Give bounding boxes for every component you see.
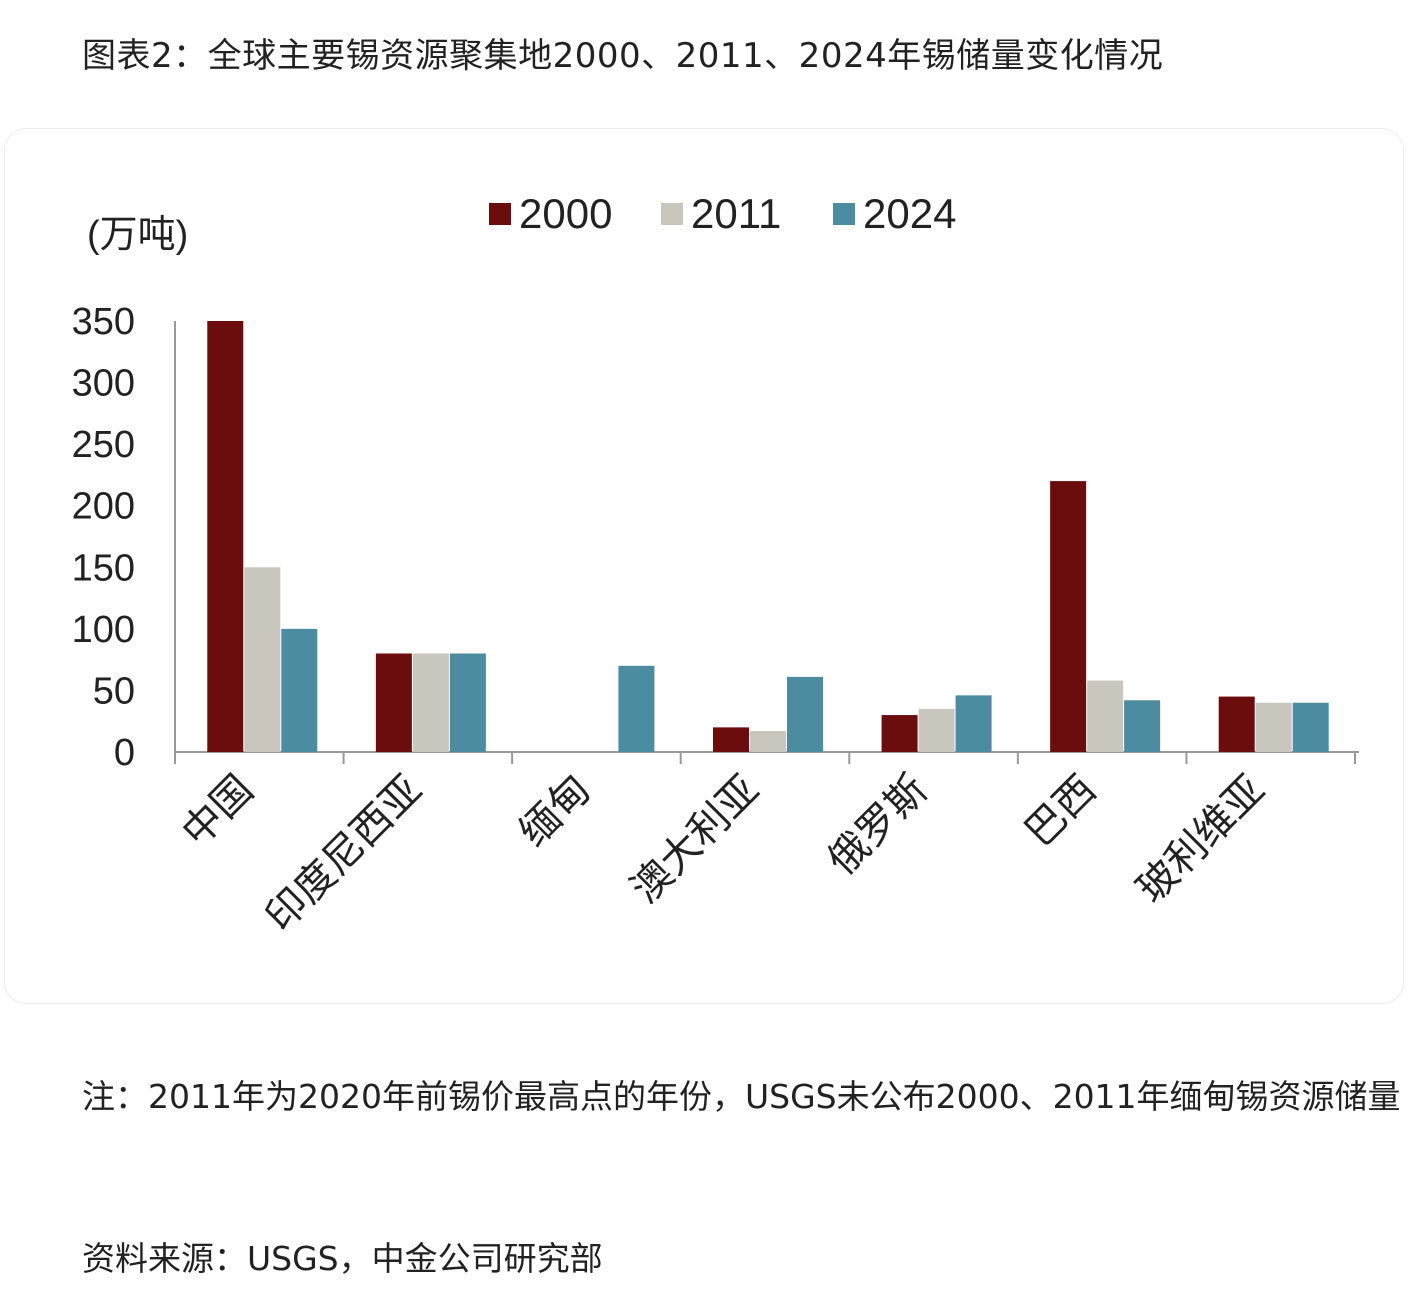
y-axis-label: (万吨) [87,214,188,256]
x-tick-label-1: 印度尼西亚 [257,767,431,941]
bar-2024-5 [1124,700,1161,752]
bar-2024-2 [618,665,655,752]
x-tick-label-0: 中国 [173,767,262,856]
legend-swatch-2000 [489,203,511,225]
legend-label-2000: 2000 [519,190,612,237]
bar-2000-3 [713,727,749,752]
y-tick-label-150: 150 [72,547,135,589]
bar-2024-3 [787,676,823,752]
bar-2000-4 [881,715,918,752]
bar-2011-0 [244,567,281,752]
figure-title: 图表2：全球主要锡资源聚集地2000、2011、2024年锡储量变化情况 [82,36,1164,76]
y-tick-label-50: 50 [93,670,135,712]
legend-swatch-2024 [833,203,855,225]
data-source: 资料来源：USGS，中金公司研究部 [82,1239,603,1278]
bar-2000-5 [1050,481,1087,752]
chart-note: 注：2011年为2020年前锡价最高点的年份，USGS未公布2000、2011年… [82,1077,1401,1116]
bar-2024-1 [449,653,486,752]
bar-2011-6 [1255,702,1292,752]
legend-swatch-2011 [661,203,683,225]
bar-2011-5 [1087,680,1124,752]
y-tick-label-300: 300 [72,363,135,405]
bar-2000-6 [1218,696,1255,752]
bar-2011-3 [750,731,786,752]
chart-card: (万吨) 2000 2011 2024 0 50 100 150 200 250 300 350 中国印… [4,128,1404,1004]
y-tick-label-350: 350 [72,301,135,343]
x-tick-label-2: 缅甸 [510,767,599,856]
x-tick-label-5: 巴西 [1016,767,1105,856]
x-tick-label-6: 玻利维亚 [1128,767,1274,913]
bar-2000-1 [375,653,412,752]
bar-2011-4 [918,708,955,752]
y-tick-label-200: 200 [72,486,135,528]
x-tick-label-4: 俄罗斯 [819,767,936,884]
legend-label-2024: 2024 [863,190,956,237]
legend-label-2011: 2011 [691,190,781,237]
bar-2011-1 [412,653,449,752]
x-tick-label-3: 澳大利亚 [622,767,768,913]
bar-chart: (万吨) 2000 2011 2024 0 50 100 150 200 250 300 350 中国印… [72,190,1359,941]
bar-2000-0 [207,321,244,752]
bar-2024-6 [1292,702,1329,752]
y-tick-label-100: 100 [72,609,135,651]
bar-2024-0 [281,628,318,752]
bar-2024-4 [955,695,992,752]
y-tick-label-250: 250 [72,424,135,466]
y-tick-label-0: 0 [114,732,135,774]
